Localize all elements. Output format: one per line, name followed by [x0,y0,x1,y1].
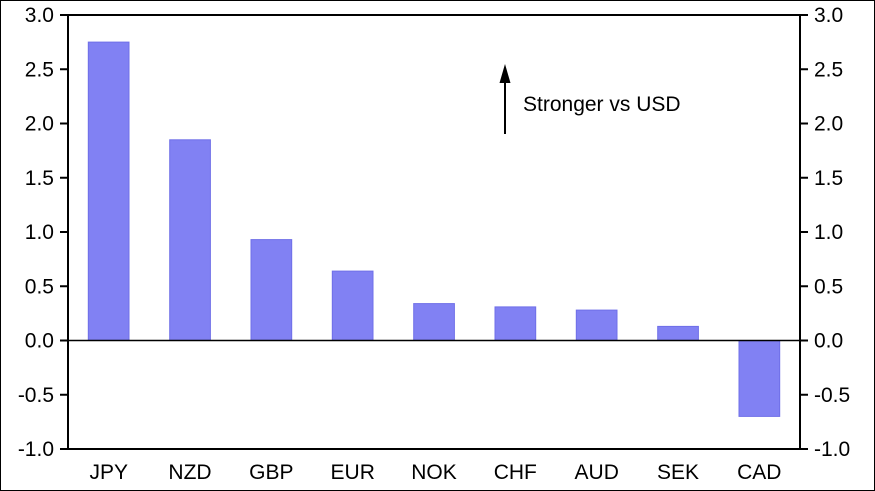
y-tick-label-left: 0.5 [25,275,54,298]
x-tick-label: AUD [575,461,619,484]
y-tick-label-left: 3.0 [25,4,54,27]
y-tick-label-right: 2.0 [814,113,843,136]
y-tick-label-left: 2.0 [25,113,54,136]
y-tick-label-right: 2.5 [814,58,843,81]
up-arrow-head-icon [499,64,511,83]
y-tick-label-left: 0.0 [25,330,54,353]
x-tick-label: EUR [331,461,375,484]
y-tick-label-left: -0.5 [18,384,54,407]
x-tick-label: NOK [411,461,457,484]
y-tick-label-right: -1.0 [814,438,850,461]
y-tick-label-left: 1.5 [25,167,54,190]
x-tick-label: NZD [168,461,211,484]
bar-cad [738,340,781,417]
y-tick-label-left: 1.0 [25,221,54,244]
axes: JPY NZD GBP EUR NOK CHF AUD SEK CAD -1.0 -1.0 -0.5 -… [18,4,850,484]
annotation-group: Stronger vs USD [499,64,681,134]
x-tick-label: SEK [657,461,699,484]
bar-gbp [250,239,293,342]
y-tick-label-right: -0.5 [814,384,850,407]
bar-aud [575,309,618,342]
x-tick-label: CHF [494,461,537,484]
bar-nzd [169,139,211,341]
x-tick-label: GBP [249,461,293,484]
bar-jpy [87,41,130,341]
plot-frame [67,14,801,450]
y-tick-label-left: 2.5 [25,58,54,81]
y-tick-label-right: 3.0 [814,4,843,27]
x-tick-label: CAD [737,461,781,484]
bar-eur [331,270,374,342]
annotation-label: Stronger vs USD [523,93,681,116]
bar-sek [657,325,699,341]
y-tick-label-right: 1.5 [814,167,843,190]
y-tick-label-right: 1.0 [814,221,843,244]
y-tick-label-left: -1.0 [18,438,54,461]
bar-series [87,41,781,417]
y-tick-label-right: 0.5 [814,275,843,298]
y-tick-label-right: 0.0 [814,330,843,353]
bar-nok [413,303,455,342]
x-tick-label: JPY [89,461,128,484]
bar-chf [494,306,537,341]
